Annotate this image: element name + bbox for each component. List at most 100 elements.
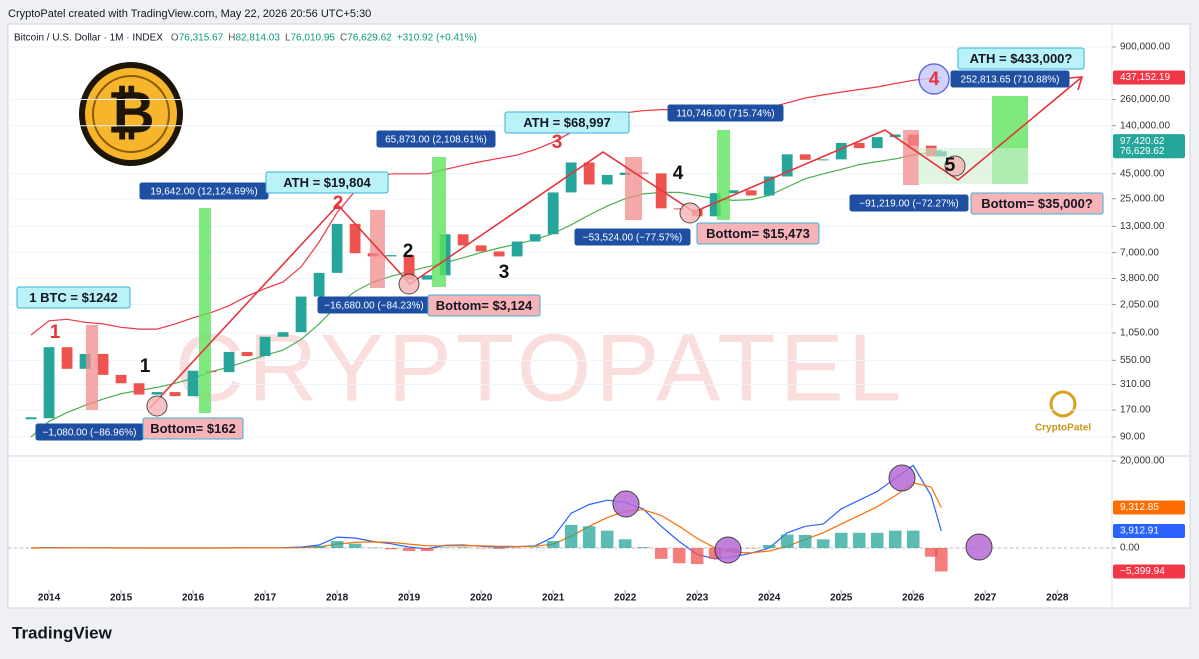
- candle: [565, 162, 577, 193]
- bitcoin-logo: ₿: [79, 62, 183, 166]
- candle: [97, 353, 109, 375]
- ath-circle: [918, 63, 950, 95]
- footer-brand: TradingView: [12, 623, 113, 642]
- cross-circle: [965, 533, 993, 561]
- annotation-box: [696, 222, 820, 245]
- candle: [169, 392, 181, 397]
- candle: [727, 190, 739, 194]
- watermark: CRYPTOPATEL: [175, 314, 905, 421]
- price-label: −5,399.94: [1120, 566, 1165, 577]
- cycle-number: 4: [929, 69, 940, 90]
- y-tick-label: 3,800.00: [1120, 273, 1159, 284]
- series-line: [30, 149, 942, 438]
- trend-line: [149, 76, 1083, 409]
- candle: [79, 353, 91, 369]
- annotation: 19,642.00 (12,124.69%): [150, 187, 257, 198]
- histogram-bar: [618, 539, 632, 549]
- annotation-box: [142, 417, 244, 440]
- x-tick-label: 2023: [686, 593, 709, 604]
- y-tick-label: 45,000.00: [1120, 168, 1165, 179]
- x-tick-label: 2020: [470, 593, 493, 604]
- price-label: 97,420.62: [1120, 136, 1165, 147]
- histogram-bar: [834, 532, 848, 549]
- drawings: 1 BTC = $1242 −1,080.00 (−86.96%) Bottom= …: [16, 47, 1104, 564]
- price-label-box: [1113, 523, 1185, 538]
- histogram-bar: [906, 530, 920, 549]
- histogram-bar: [492, 548, 506, 549]
- cycle-number: 2: [333, 193, 344, 214]
- annotation: Bottom= $35,000?: [981, 196, 1093, 211]
- candle: [601, 174, 613, 185]
- annotation-box: [849, 194, 969, 212]
- cycle-number: 3: [552, 132, 563, 153]
- annotation: 65,873.00 (2,108.61%): [385, 135, 487, 146]
- series-line: [30, 77, 942, 336]
- candle: [583, 162, 595, 185]
- cross-circle: [612, 490, 640, 518]
- x-tick-label: 2017: [254, 593, 277, 604]
- ohlc-item: 76,629.62: [347, 33, 392, 44]
- y-tick-label: 20,000.00: [1120, 456, 1165, 467]
- annotation-box: [667, 104, 784, 122]
- histogram-bar: [852, 532, 866, 549]
- y-tick-label: 0.00: [1120, 543, 1140, 554]
- candle: [205, 370, 217, 373]
- ohlc-item: +310.92 (+0.41%): [397, 33, 477, 44]
- candle: [187, 370, 199, 397]
- y-tick-label: 25,000.00: [1120, 193, 1165, 204]
- histogram-bar: [582, 526, 596, 549]
- histogram-bar: [294, 547, 308, 549]
- histogram-bar: [420, 548, 434, 552]
- price-label-box: [1113, 500, 1185, 515]
- candle: [511, 241, 523, 257]
- y-tick-label: 1,050.00: [1120, 328, 1159, 339]
- drawdown-box: [86, 325, 98, 410]
- y-tick-label: 140,000.00: [1120, 120, 1170, 131]
- annotation-box: [265, 171, 389, 194]
- ohlc-item: L: [285, 33, 291, 44]
- macd-pane: 20,000.00 0.00 9,312.85 3,912.91 −5,399.94: [8, 456, 1185, 579]
- ohlc-item: 76,010.95: [291, 33, 336, 44]
- histogram-bar: [600, 530, 614, 549]
- y-tick-label: 13,000.00: [1120, 221, 1165, 232]
- ohlc-item: 82,814.03: [235, 33, 280, 44]
- bottom-circle: [398, 273, 420, 295]
- annotation: ATH = $68,997: [523, 115, 611, 130]
- bottom-circle: [944, 155, 966, 177]
- candle: [457, 234, 469, 246]
- candle: [385, 255, 397, 257]
- histogram-bar: [654, 548, 668, 559]
- cross-circle: [714, 536, 742, 564]
- rally-box: [199, 208, 211, 413]
- histogram-bar: [456, 547, 470, 549]
- x-tick-label: 2015: [110, 593, 133, 604]
- logo-text: CryptoPatel: [1035, 423, 1091, 434]
- ohlc-item: C: [340, 33, 347, 44]
- candle: [835, 142, 847, 160]
- candle: [475, 245, 487, 252]
- candle: [493, 251, 505, 257]
- x-tick-label: 2018: [326, 593, 349, 604]
- series-line: [30, 482, 942, 554]
- x-tick-label: 2022: [614, 593, 637, 604]
- rally-box: [432, 157, 446, 287]
- annotation: −53,524.00 (−77.57%): [583, 233, 683, 244]
- histogram-bar: [924, 548, 938, 557]
- drawdown-box: [903, 130, 919, 185]
- candle: [61, 347, 73, 369]
- y-tick-label: 310.00: [1120, 379, 1151, 390]
- histogram-bar: [636, 547, 650, 549]
- y-tick-label: 90.00: [1120, 432, 1145, 443]
- bottom-circle: [679, 202, 701, 224]
- candle: [745, 190, 757, 196]
- histogram-bar: [780, 534, 794, 549]
- candle: [259, 336, 271, 357]
- drawdown-box: [625, 157, 642, 220]
- annotation-box: [574, 228, 691, 246]
- x-tick-label: 2019: [398, 593, 421, 604]
- x-tick-label: 2025: [830, 593, 853, 604]
- cycle-number: 2: [403, 241, 414, 262]
- x-tick-label: 2027: [974, 593, 997, 604]
- annotation: ATH = $19,804: [283, 175, 371, 190]
